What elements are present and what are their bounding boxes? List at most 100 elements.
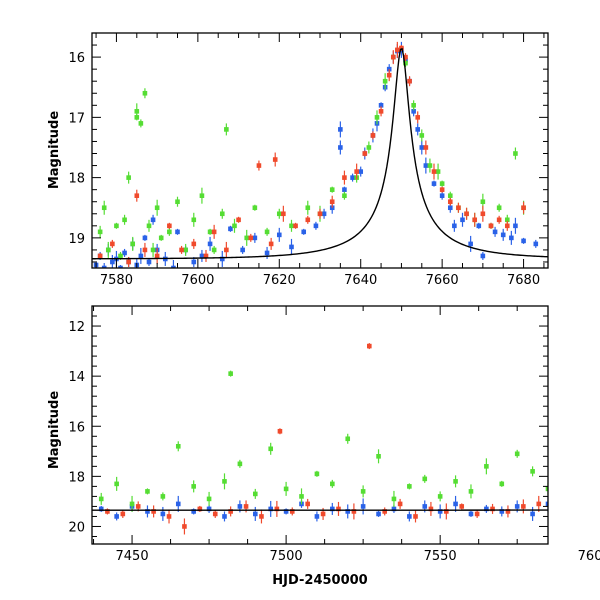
data-point [390, 54, 396, 60]
data-point [561, 484, 566, 489]
data-point [397, 501, 403, 507]
x-tick-label: 7500 [270, 549, 303, 564]
data-point [577, 497, 582, 502]
data-point [521, 205, 526, 211]
data-point [105, 247, 111, 253]
data-point [207, 241, 213, 247]
data-point [444, 509, 449, 514]
data-point [536, 501, 542, 507]
data-point [330, 506, 335, 512]
y-tick-label: 18 [68, 172, 85, 187]
data-point [206, 496, 212, 502]
data-point [197, 506, 203, 512]
data-point [468, 511, 474, 517]
data-point [191, 509, 196, 514]
data-point [110, 259, 115, 265]
data-point [329, 199, 335, 205]
bottom-panel: 745075007550760076501214161820 [68, 305, 600, 564]
x-tick-label: 7620 [263, 273, 296, 288]
data-point [237, 461, 243, 467]
data-point [415, 115, 421, 120]
data-point [338, 127, 343, 132]
data-point [281, 211, 286, 217]
data-point [219, 211, 225, 217]
x-tick-label: 7640 [344, 273, 377, 288]
data-point [499, 481, 505, 487]
x-tick-label: 7580 [100, 273, 133, 288]
data-point [403, 54, 408, 60]
data-point [126, 175, 131, 180]
y-tick-label: 16 [68, 420, 85, 435]
data-point [118, 265, 123, 268]
series-2 [105, 343, 572, 535]
data-point [500, 232, 506, 238]
data-point [452, 223, 457, 229]
data-point [305, 501, 310, 507]
data-point [407, 514, 412, 519]
data-point [345, 436, 351, 442]
data-point [268, 506, 274, 512]
data-point [199, 193, 205, 198]
data-point [592, 489, 597, 494]
data-point [134, 115, 140, 120]
data-point [228, 509, 233, 514]
data-point [222, 479, 227, 484]
data-point [299, 494, 304, 499]
data-point [219, 256, 225, 262]
data-point [314, 471, 320, 477]
data-point [480, 199, 486, 205]
top-ylabel: Magnitude [47, 111, 62, 190]
data-point [391, 496, 397, 502]
data-point [509, 235, 514, 241]
data-point [142, 247, 148, 253]
data-point [567, 504, 572, 509]
data-point [407, 484, 412, 489]
data-point [259, 514, 264, 519]
data-point [228, 371, 233, 376]
data-point [276, 211, 282, 217]
series-0 [93, 41, 539, 268]
data-point [166, 514, 172, 519]
data-point [468, 241, 473, 247]
data-point [305, 205, 311, 211]
data-point [126, 259, 131, 265]
data-point [338, 145, 343, 150]
data-point [114, 514, 119, 519]
data-point [437, 509, 443, 514]
data-point [222, 514, 227, 519]
data-point [240, 247, 245, 253]
data-point [97, 229, 103, 235]
data-point [175, 199, 180, 205]
data-point [283, 486, 289, 492]
top-panel: 7580 7600 7620 7640 7660 7680 16 17 18 19 [68, 32, 549, 288]
data-point [150, 247, 156, 253]
data-point [545, 486, 548, 492]
y-tick-label: 16 [68, 51, 85, 66]
data-point [145, 489, 150, 494]
data-point [224, 247, 229, 253]
data-point [360, 504, 366, 509]
data-point [411, 109, 416, 114]
data-point [175, 229, 180, 235]
data-point [129, 501, 135, 507]
data-point [101, 265, 107, 268]
y-tick-label: 12 [68, 320, 85, 335]
data-point [175, 443, 181, 449]
data-point [422, 504, 428, 509]
data-point [530, 469, 535, 474]
data-point [561, 509, 566, 514]
data-point [545, 501, 548, 507]
data-point [496, 217, 502, 223]
data-point [110, 241, 115, 247]
data-point [206, 506, 212, 512]
data-point [118, 253, 123, 259]
data-point [276, 232, 282, 238]
data-point [256, 163, 262, 168]
data-point [354, 169, 359, 174]
data-point [459, 504, 465, 509]
data-point [366, 343, 372, 349]
data-point [264, 250, 270, 256]
data-point [98, 506, 104, 512]
data-point [252, 511, 258, 517]
